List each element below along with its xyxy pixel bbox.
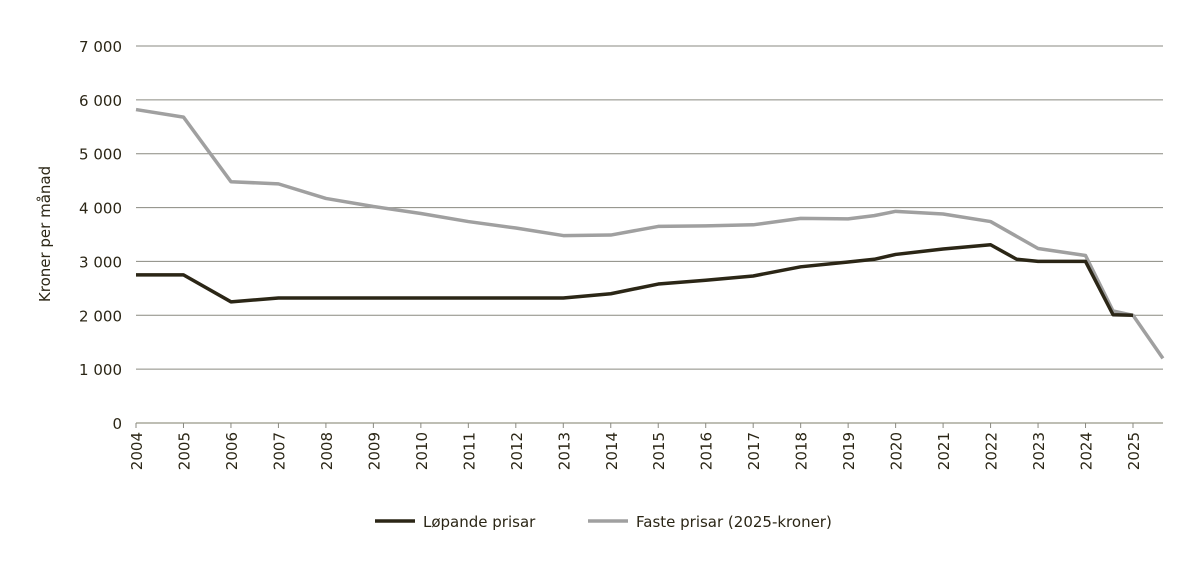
x-tick-label: 2023 [1030, 432, 1048, 470]
y-tick-label: 2 000 [79, 307, 122, 325]
x-tick-label: 2022 [983, 432, 1001, 470]
y-tick-label: 3 000 [79, 253, 122, 271]
x-tick-label: 2010 [413, 432, 431, 470]
series-lines [135, 107, 1165, 360]
x-tick-label: 2005 [175, 432, 193, 470]
x-tick-label: 2004 [128, 432, 146, 470]
x-tick-label: 2021 [935, 432, 953, 470]
gridlines [136, 45, 1163, 424]
legend-label: Løpande prisar [423, 513, 536, 531]
x-tick-label: 2014 [603, 432, 621, 470]
y-tick-label: 0 [112, 415, 122, 433]
x-tick-label: 2006 [223, 432, 241, 470]
x-tick-label: 2011 [460, 432, 478, 470]
x-tick-label: 2019 [840, 432, 858, 470]
x-tick-label: 2024 [1078, 432, 1096, 470]
x-tick-label: 2020 [888, 432, 906, 470]
y-tick-label: 1 000 [79, 361, 122, 379]
y-tick-label: 4 000 [79, 200, 122, 218]
x-axis-ticks: 2004 2005 2006 2007 2008 2009 2010 2011 2012 2013… [128, 423, 1143, 470]
y-tick-label: 6 000 [79, 92, 122, 110]
y-axis-label: Kroner per månad [36, 166, 54, 302]
legend: Løpande prisar Faste prisar (2025-kroner) [375, 513, 832, 531]
x-tick-label: 2013 [555, 432, 573, 470]
y-tick-label: 5 000 [79, 146, 122, 164]
x-tick-label: 2009 [365, 432, 383, 470]
x-tick-label: 2016 [698, 432, 716, 470]
legend-label: Faste prisar (2025-kroner) [636, 513, 832, 531]
series-line-lopande-prisar [136, 242, 1134, 318]
y-tick-label: 7 000 [79, 38, 122, 56]
x-tick-label: 2008 [318, 432, 336, 470]
y-axis-ticks: 0 1 000 2 000 3 000 4 000 5 000 6 000 7 000 [79, 38, 122, 433]
x-tick-label: 2012 [508, 432, 526, 470]
x-tick-label: 2015 [650, 432, 668, 470]
x-tick-label: 2025 [1125, 432, 1143, 470]
series-line-faste-prisar [135, 107, 1165, 360]
x-tick-label: 2017 [745, 432, 763, 470]
x-tick-label: 2018 [793, 432, 811, 470]
x-tick-label: 2007 [270, 432, 288, 470]
